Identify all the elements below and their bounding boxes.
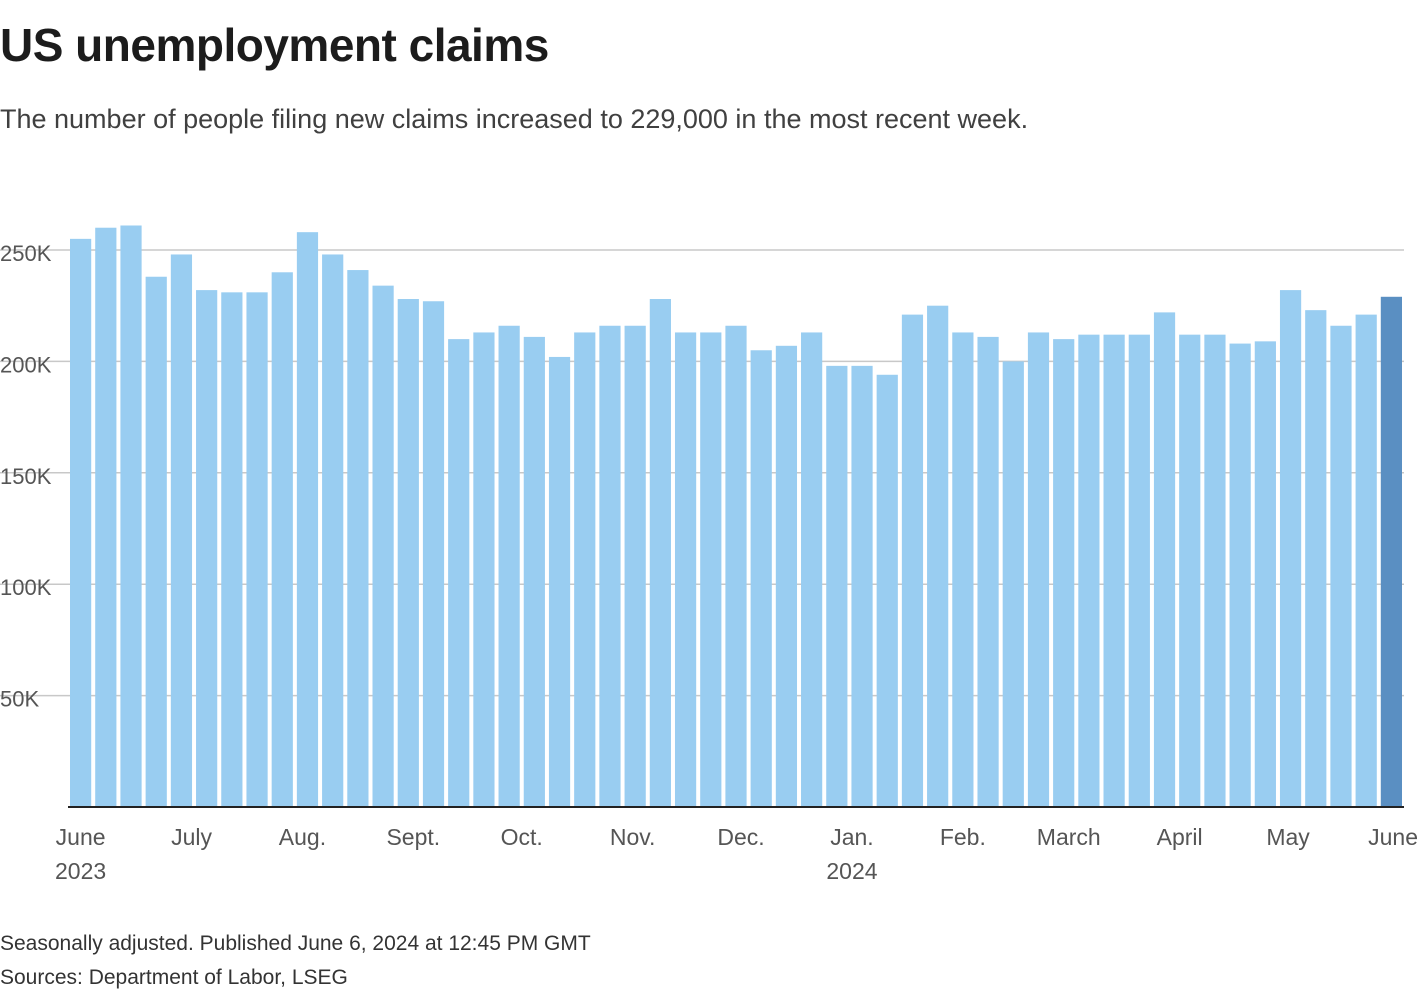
bar <box>1179 334 1201 807</box>
bar <box>851 365 873 807</box>
bar <box>397 299 419 807</box>
bar <box>1103 334 1125 807</box>
bar <box>296 232 319 807</box>
bar <box>1053 339 1075 807</box>
x-axis-ticks: June 2023 July Aug. Sept. Oct. Nov. Dec. Jan. 202… <box>55 824 1418 884</box>
bar-latest <box>1380 296 1402 807</box>
bar <box>1153 312 1176 807</box>
x-tick-label: June <box>56 824 106 850</box>
x-tick-year-label: 2024 <box>826 858 877 884</box>
y-tick-label: 200K <box>0 352 52 377</box>
bar <box>1229 343 1251 807</box>
x-tick-label: Oct. <box>501 824 543 850</box>
x-tick-label: April <box>1157 824 1203 850</box>
x-tick-year-label: 2023 <box>55 858 106 884</box>
bar <box>1355 314 1377 807</box>
bar <box>221 292 243 807</box>
x-tick-label: Jan. <box>830 824 873 850</box>
x-tick-label: May <box>1266 824 1310 850</box>
bar <box>700 332 722 807</box>
bars <box>70 225 1402 808</box>
chart-title: US unemployment claims <box>0 19 549 71</box>
bar-chart: 50K 100K 150K 200K 250K June 2023 July Aug. Sept… <box>0 225 1418 884</box>
bar <box>271 272 293 807</box>
bar <box>876 374 898 807</box>
y-tick-label: 250K <box>0 241 52 266</box>
x-tick-label: March <box>1037 824 1101 850</box>
bar <box>901 314 924 807</box>
y-tick-label: 50K <box>0 687 39 712</box>
bar <box>952 332 974 807</box>
bar <box>775 345 798 807</box>
bar <box>498 325 520 807</box>
footnote-sources: Sources: Department of Labor, LSEG <box>0 966 348 989</box>
bar <box>473 332 495 807</box>
bar <box>801 332 823 807</box>
bar <box>750 350 772 807</box>
bar <box>674 332 697 807</box>
y-axis-ticks: 50K 100K 150K 200K 250K <box>0 241 52 712</box>
x-tick-label: Nov. <box>610 824 656 850</box>
bar <box>1078 334 1100 807</box>
bar <box>170 254 193 807</box>
bar <box>246 292 268 807</box>
bar <box>196 290 218 807</box>
x-tick-label: Feb. <box>940 824 986 850</box>
bar <box>448 339 470 807</box>
bar <box>548 356 571 807</box>
chart-subtitle: The number of people filing new claims i… <box>0 104 1029 134</box>
x-tick-label: July <box>171 824 212 850</box>
x-tick-label: Sept. <box>386 824 440 850</box>
x-tick-label: Aug. <box>279 824 326 850</box>
bar <box>624 325 646 807</box>
x-tick-label: June <box>1368 824 1418 850</box>
bar <box>1305 310 1327 807</box>
bar <box>1128 334 1150 807</box>
y-tick-label: 100K <box>0 575 52 600</box>
bar <box>725 325 747 807</box>
bar <box>95 227 117 808</box>
bar <box>523 336 545 807</box>
bar <box>422 301 445 807</box>
bar <box>1002 361 1024 807</box>
bar <box>70 238 92 808</box>
bar <box>1027 332 1050 807</box>
x-tick-label: Dec. <box>717 824 764 850</box>
bar <box>1330 325 1352 807</box>
bar <box>322 254 344 807</box>
bar <box>1279 290 1302 807</box>
bar <box>927 305 949 807</box>
bar <box>826 365 848 807</box>
bar <box>372 285 394 807</box>
bar <box>977 336 999 807</box>
footnote-note: Seasonally adjusted. Published June 6, 2… <box>0 932 591 955</box>
bar <box>145 276 167 808</box>
bar <box>347 270 369 807</box>
bar <box>120 225 142 807</box>
bar <box>599 325 621 807</box>
bar <box>649 299 671 807</box>
bar <box>1254 341 1276 807</box>
bar <box>1204 334 1226 807</box>
bar <box>574 332 596 807</box>
y-tick-label: 150K <box>0 464 52 489</box>
